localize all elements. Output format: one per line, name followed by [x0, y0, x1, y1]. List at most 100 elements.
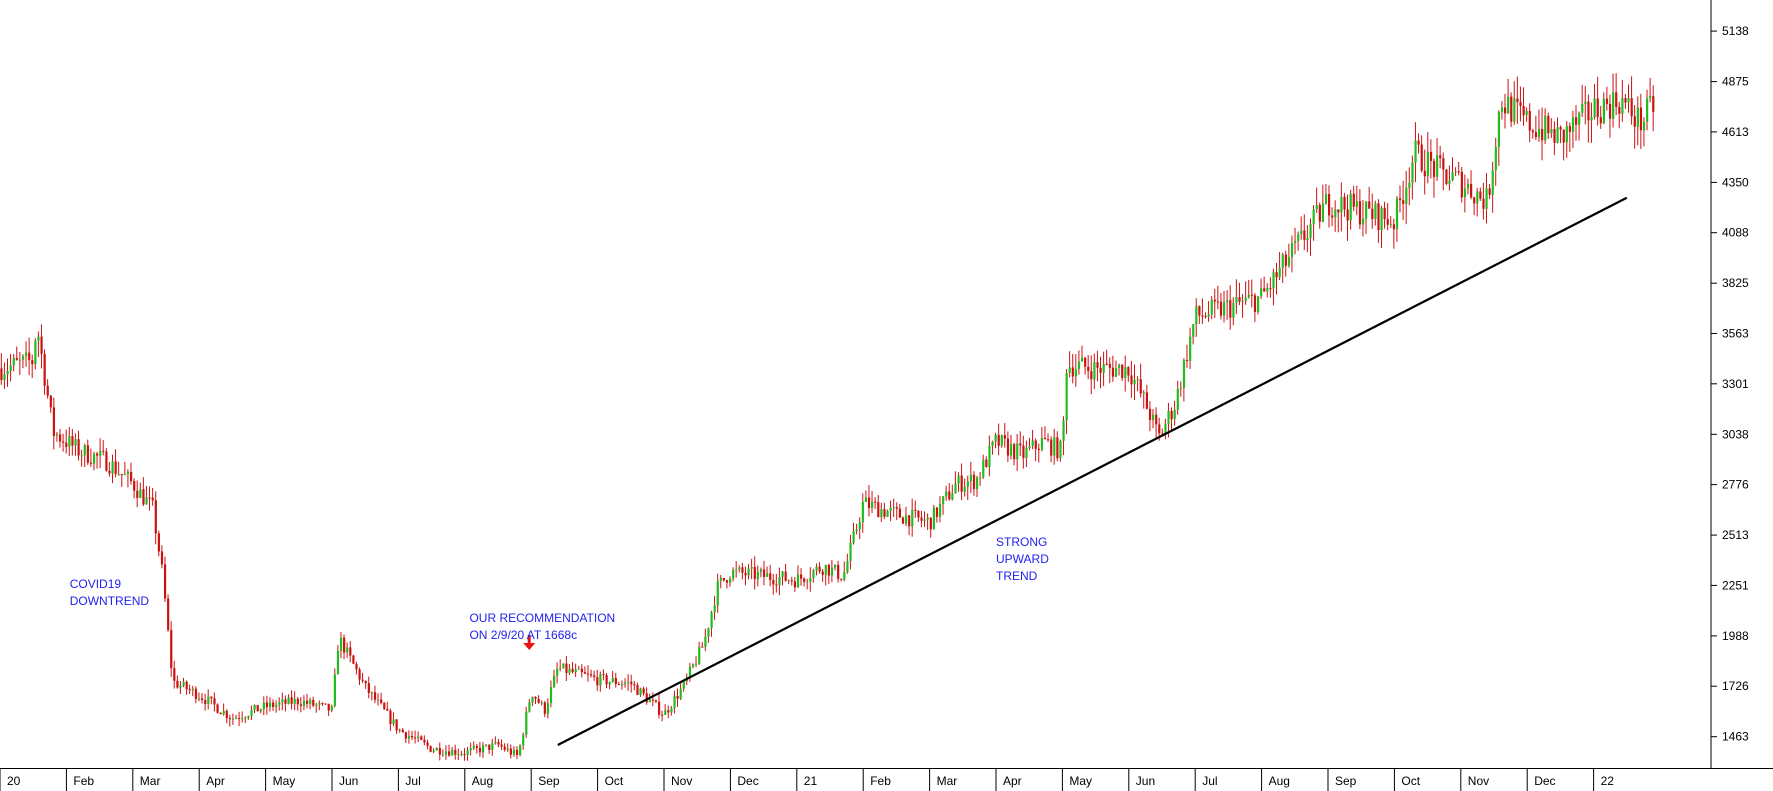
candle-body	[1365, 201, 1368, 219]
candle-body	[543, 702, 546, 714]
candle-body	[55, 434, 59, 436]
candle-body	[1531, 130, 1534, 133]
candle-body	[1593, 98, 1596, 118]
candle-body	[49, 395, 52, 408]
candle-body	[176, 680, 179, 688]
candle-body	[1562, 129, 1565, 143]
candle-body	[1179, 387, 1182, 389]
candle-body	[15, 358, 18, 360]
y-tick-label: 3038	[1722, 427, 1749, 441]
candle-body	[1590, 117, 1593, 121]
candle-body	[435, 748, 438, 751]
candle-body	[500, 744, 503, 747]
candle-body	[253, 704, 256, 710]
candle-body	[380, 699, 383, 704]
candle-body	[1352, 193, 1355, 207]
candle-body	[1426, 151, 1429, 177]
candle-body	[1247, 294, 1250, 298]
y-tick-label: 3825	[1722, 276, 1749, 290]
y-tick-label: 2251	[1722, 578, 1749, 592]
candle-body	[895, 507, 898, 509]
candle-body	[1349, 193, 1352, 221]
candle-body	[373, 692, 377, 700]
candle-body	[1204, 316, 1207, 318]
candle-body	[173, 668, 176, 681]
candle-body	[1392, 224, 1396, 230]
y-tick-label: 4350	[1722, 175, 1749, 189]
candle-body	[605, 675, 608, 685]
candle-body	[713, 605, 716, 613]
candle-body	[1229, 300, 1232, 318]
x-tick-label: 21	[804, 774, 818, 788]
candle-body	[1062, 420, 1065, 441]
candle-body	[787, 580, 790, 582]
candle-body	[942, 496, 945, 505]
candle-body	[1411, 162, 1414, 183]
candle-body	[1587, 101, 1590, 121]
candle-body	[1142, 392, 1145, 394]
candle-body	[667, 710, 670, 713]
candle-body	[346, 647, 349, 653]
candle-body	[1442, 158, 1445, 170]
candle-body	[163, 564, 167, 599]
candle-body	[262, 702, 265, 710]
candle-body	[367, 683, 370, 693]
candle-body	[843, 572, 846, 580]
candle-body	[386, 709, 389, 711]
candle-body	[1124, 367, 1127, 378]
candle-body	[1630, 98, 1633, 117]
candle-body	[358, 669, 361, 680]
candle-body	[1485, 188, 1488, 209]
candle-body	[642, 688, 645, 694]
candle-body	[698, 646, 701, 664]
candle-body	[179, 685, 182, 688]
candle-body	[1507, 96, 1510, 114]
candle-body	[1408, 182, 1411, 188]
candle-body	[377, 699, 380, 701]
candle-body	[1192, 324, 1195, 337]
candle-body	[1093, 362, 1096, 380]
candle-body	[475, 746, 479, 748]
candle-body	[997, 434, 1000, 446]
candle-body	[1500, 107, 1504, 113]
candle-body	[1037, 448, 1040, 450]
candle-body	[74, 439, 77, 446]
y-tick-label: 1463	[1722, 730, 1749, 744]
candle-body	[812, 570, 815, 579]
candle-body	[145, 497, 148, 505]
candle-body	[241, 718, 244, 720]
candle-body	[1494, 146, 1497, 171]
candle-body	[1139, 379, 1142, 394]
candle-body	[994, 434, 997, 442]
candle-body	[414, 737, 417, 739]
candle-body	[617, 684, 621, 686]
x-tick-label: Feb	[73, 774, 94, 788]
candle-body	[58, 434, 62, 442]
candle-body	[1290, 242, 1294, 258]
candle-body	[729, 578, 732, 583]
candle-body	[833, 564, 837, 568]
candle-body	[1544, 115, 1547, 141]
candle-body	[1198, 306, 1201, 316]
candle-body	[1260, 288, 1263, 297]
candle-body	[102, 450, 105, 452]
candle-body	[1009, 444, 1013, 456]
candle-body	[1466, 183, 1470, 189]
candle-body	[1003, 435, 1006, 439]
candle-body	[519, 745, 522, 755]
x-tick-label: Sep	[538, 774, 560, 788]
candle-body	[1266, 287, 1269, 292]
candle-body	[1102, 363, 1105, 373]
candle-body	[531, 696, 534, 703]
candle-body	[1253, 295, 1257, 312]
candle-body	[1327, 194, 1331, 216]
candle-body	[948, 491, 951, 500]
candle-body	[793, 581, 797, 588]
candle-body	[565, 663, 568, 674]
candle-body	[120, 474, 123, 476]
candle-body	[1087, 366, 1090, 372]
candle-body	[410, 735, 414, 738]
candle-body	[1405, 187, 1408, 204]
x-tick-label: 22	[1601, 774, 1615, 788]
candle-body	[3, 374, 6, 381]
